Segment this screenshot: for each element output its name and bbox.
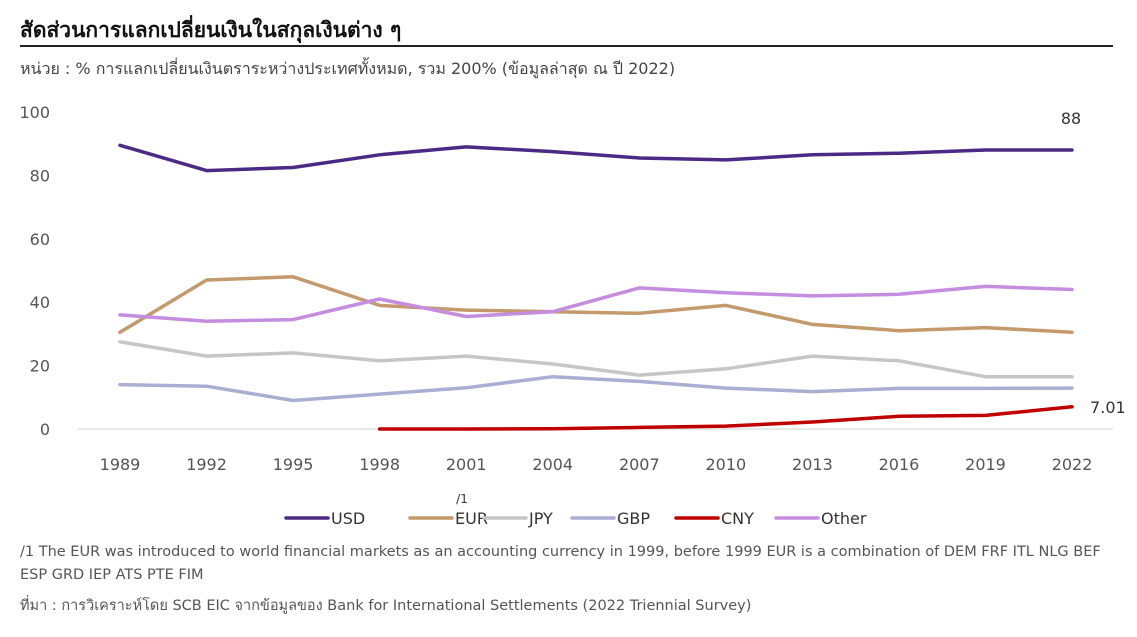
x-tick-label-2007: 2007: [619, 455, 660, 474]
legend-label-gbp: GBP: [617, 509, 650, 528]
x-tick-label-2010: 2010: [705, 455, 746, 474]
x-tick-label-2013: 2013: [792, 455, 833, 474]
series-line-cny: [377, 405, 1074, 431]
series-line-usd: [118, 143, 1074, 173]
source-note: ที่มา : การวิเคราะห์โดย SCB EIC จากข้อมู…: [20, 598, 752, 614]
legend-label-cny: CNY: [721, 509, 754, 528]
x-tick-label-2022: 2022: [1052, 455, 1093, 474]
y-tick-label-20: 20: [30, 357, 50, 376]
series-line-eur: [118, 275, 1074, 335]
data-label-cny-2022: 7.01: [1090, 398, 1126, 417]
line-chart: 0 20 40 60 80 100 1989 1992 1995 1998 2001 2004 2007…: [19, 103, 1126, 528]
y-tick-label-40: 40: [30, 293, 50, 312]
y-tick-label-60: 60: [30, 230, 50, 249]
legend-label-eur: EUR: [455, 509, 488, 528]
y-tick-label-0: 0: [40, 420, 50, 439]
x-tick-label-1998: 1998: [359, 455, 400, 474]
legend-label-jpy: JPY: [528, 509, 553, 528]
x-tick-label-2016: 2016: [879, 455, 920, 474]
chart-subtitle: หน่วย : % การแลกเปลี่ยนเงินตราระหว่างประ…: [20, 59, 676, 78]
y-tick-label-100: 100: [19, 103, 50, 122]
x-tick-label-1989: 1989: [100, 455, 141, 474]
x-tick-label-2001: 2001: [446, 455, 487, 474]
x-tick-label-2019: 2019: [965, 455, 1006, 474]
title-divider: [20, 45, 1113, 47]
series-line-jpy: [118, 340, 1074, 379]
legend-label-usd: USD: [331, 509, 365, 528]
x-tick-label-2004: 2004: [532, 455, 573, 474]
legend-eur-note-marker: /1: [456, 492, 468, 506]
x-tick-label-1992: 1992: [186, 455, 227, 474]
x-tick-label-1995: 1995: [273, 455, 314, 474]
legend-label-other: Other: [821, 509, 867, 528]
data-label-usd-2022: 88: [1061, 109, 1081, 128]
footnote-eur: /1 The EUR was introduced to world finan…: [20, 544, 1101, 583]
series-line-other: [118, 284, 1074, 323]
y-tick-label-80: 80: [30, 166, 50, 185]
series-line-gbp: [118, 374, 1074, 403]
chart-title: สัดส่วนการแลกเปลี่ยนเงินในสกุลเงินต่าง ๆ: [20, 18, 402, 42]
